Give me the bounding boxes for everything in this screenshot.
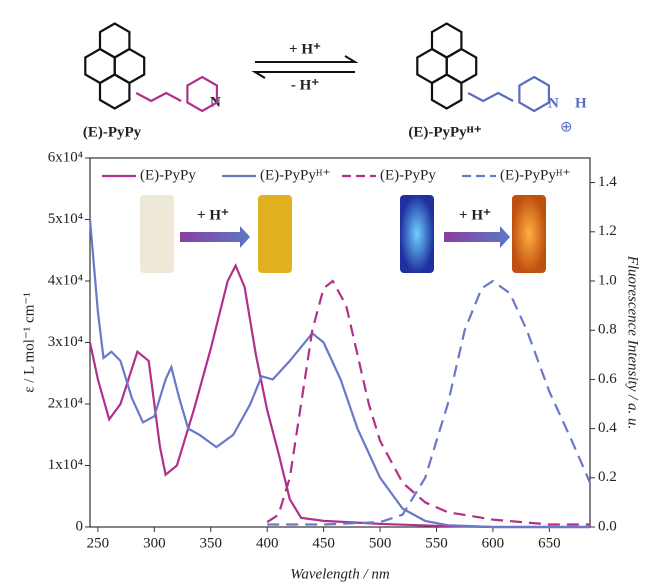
legend-label: (E)-PyPy xyxy=(380,167,436,183)
atom-label: H xyxy=(575,95,587,111)
y2-tick-label: 0.0 xyxy=(598,518,617,534)
y-tick-label: 2x10⁴ xyxy=(48,395,83,411)
y2-tick-label: 0.4 xyxy=(598,420,617,436)
y2-tick-label: 0.8 xyxy=(598,322,617,338)
x-tick-label: 500 xyxy=(369,535,392,551)
legend-label: (E)-PyPyᴴ⁺ xyxy=(500,167,570,183)
legend-label: (E)-PyPyᴴ⁺ xyxy=(260,167,330,183)
ring xyxy=(100,24,129,58)
x-tick-label: 250 xyxy=(87,535,110,551)
y-tick-label: 5x10⁴ xyxy=(48,211,83,227)
ring xyxy=(100,75,129,109)
x-tick-label: 550 xyxy=(425,535,448,551)
x-tick-label: 650 xyxy=(538,535,561,551)
y-tick-label: 0 xyxy=(76,518,84,534)
y2-tick-label: 0.2 xyxy=(598,469,617,485)
inset-arrow xyxy=(444,226,510,248)
y2-tick-label: 1.2 xyxy=(598,223,617,239)
reaction-scheme: (E)-PyPy (E)-PyPyᴴ⁺ + H⁺ - H⁺ N N H ⊕ xyxy=(83,41,587,140)
vial-photo xyxy=(512,195,546,273)
x-tick-label: 300 xyxy=(143,535,166,551)
x-axis-label: Wavelength / nm xyxy=(290,566,390,582)
y-tick-label: 3x10⁴ xyxy=(48,334,83,350)
series-line xyxy=(267,281,590,525)
compound-label: (E)-PyPy xyxy=(83,124,142,140)
ring xyxy=(432,24,461,58)
x-tick-label: 450 xyxy=(312,535,335,551)
arrow-label: + H⁺ xyxy=(289,41,321,57)
inset-arrow xyxy=(180,226,250,248)
y-tick-label: 4x10⁴ xyxy=(48,272,83,288)
ring xyxy=(519,77,549,111)
vial-photo xyxy=(400,195,434,273)
vinyl xyxy=(136,93,181,101)
x-tick-label: 400 xyxy=(256,535,279,551)
y2-tick-label: 1.0 xyxy=(598,272,617,288)
vial-photo xyxy=(258,195,292,273)
vial-photo xyxy=(140,195,174,273)
y2-tick-label: 1.4 xyxy=(598,174,617,190)
y-tick-label: 6x10⁴ xyxy=(48,149,83,165)
y-axis-label: ε / L mol⁻¹ cm⁻¹ xyxy=(21,292,37,393)
charge: ⊕ xyxy=(560,119,573,135)
x-tick-label: 600 xyxy=(482,535,505,551)
inset-label: + H⁺ xyxy=(197,207,229,223)
y2-tick-label: 0.6 xyxy=(598,371,617,387)
equilibrium-arrow xyxy=(255,56,355,78)
legend-label: (E)-PyPy xyxy=(140,167,196,183)
arrow-label: - H⁺ xyxy=(291,77,319,93)
inset-label: + H⁺ xyxy=(459,207,491,223)
x-tick-label: 350 xyxy=(200,535,223,551)
compound-label: (E)-PyPyᴴ⁺ xyxy=(408,124,481,140)
y-tick-label: 1x10⁴ xyxy=(48,457,83,473)
y2-axis-label: Fluorescence Intensity / a. u. xyxy=(625,255,641,430)
ring xyxy=(432,75,461,109)
figure: (E)-PyPy (E)-PyPyᴴ⁺ + H⁺ - H⁺ N N H ⊕ 25… xyxy=(0,0,648,586)
vinyl xyxy=(468,93,513,101)
